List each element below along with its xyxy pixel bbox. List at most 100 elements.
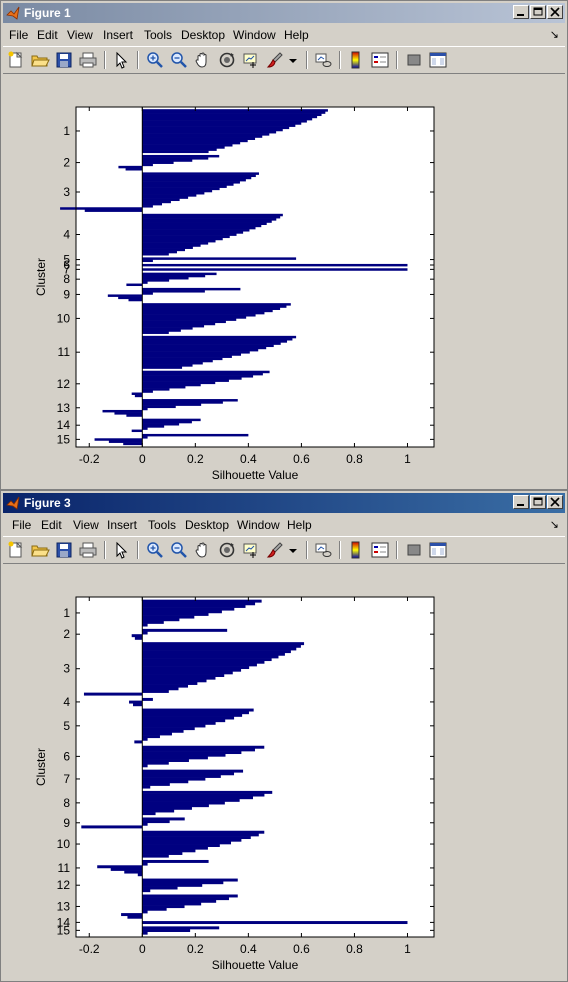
pan-hand-icon[interactable]: [193, 50, 213, 70]
open-file-icon[interactable]: [30, 50, 50, 70]
y-tick-label: 13: [57, 401, 71, 415]
cluster-1-bars: [142, 109, 328, 154]
zoom-out-icon[interactable]: [169, 50, 189, 70]
x-tick-label: 0.2: [187, 452, 204, 466]
silhouette-bar: [142, 862, 148, 866]
minimize-button[interactable]: [513, 495, 529, 509]
new-figure-icon[interactable]: [6, 540, 26, 560]
y-tick-label: 2: [63, 156, 70, 170]
silhouette-bar: [142, 618, 180, 622]
link-plot-icon[interactable]: [313, 540, 333, 560]
zoom-in-icon[interactable]: [145, 540, 165, 560]
menu-view[interactable]: View: [67, 28, 93, 42]
silhouette-bar: [142, 355, 232, 358]
silhouette-bar: [118, 296, 143, 300]
silhouette-bar: [142, 198, 180, 202]
menu-insert[interactable]: Insert: [107, 518, 138, 532]
legend-icon[interactable]: [370, 540, 390, 560]
silhouette-bar: [142, 305, 287, 308]
menu-file[interactable]: File: [9, 28, 29, 42]
silhouette-bar: [83, 692, 143, 696]
brush-icon[interactable]: [265, 50, 285, 70]
silhouette-bar: [142, 359, 213, 363]
y-tick-label: 3: [63, 185, 70, 199]
hide-plot-tools-icon[interactable]: [404, 540, 424, 560]
menu-tools[interactable]: Tools: [148, 518, 177, 532]
cluster-6-bars: [142, 263, 408, 267]
silhouette-bar: [142, 200, 171, 204]
silhouette-bar: [142, 383, 201, 387]
title-bar[interactable]: Figure 1: [3, 3, 565, 23]
edit-plot-arrow-icon[interactable]: [111, 540, 131, 560]
maximize-button[interactable]: [530, 495, 546, 509]
silhouette-bar: [142, 921, 408, 925]
silhouette-bar: [97, 865, 143, 869]
cluster-9-bars: [107, 287, 241, 302]
silhouette-bar: [142, 607, 235, 611]
maximize-button[interactable]: [530, 5, 546, 19]
menu-view[interactable]: View: [73, 518, 99, 532]
silhouette-bar: [142, 785, 151, 789]
y-tick-label: 6: [63, 258, 70, 272]
show-plot-tools-icon[interactable]: [428, 50, 448, 70]
zoom-in-icon[interactable]: [145, 50, 165, 70]
dock-arrow-icon[interactable]: ↘: [549, 29, 559, 41]
legend-icon[interactable]: [370, 50, 390, 70]
menu-help[interactable]: Help: [284, 28, 309, 42]
save-icon[interactable]: [54, 50, 74, 70]
rotate-3d-icon[interactable]: [217, 540, 237, 560]
silhouette-bar: [142, 146, 225, 149]
silhouette-bar: [142, 902, 202, 906]
data-cursor-icon[interactable]: [241, 540, 261, 560]
edit-plot-arrow-icon[interactable]: [111, 50, 131, 70]
silhouette-bar: [142, 854, 169, 858]
print-icon[interactable]: [78, 540, 98, 560]
menu-insert[interactable]: Insert: [103, 28, 134, 42]
silhouette-bar: [142, 838, 242, 842]
minimize-button[interactable]: [513, 5, 529, 19]
dock-arrow-icon[interactable]: ↘: [549, 519, 559, 531]
new-figure-icon[interactable]: [6, 50, 26, 70]
silhouette-bar: [142, 647, 297, 651]
menu-desktop[interactable]: Desktop: [185, 518, 230, 532]
x-tick-label: 0: [139, 452, 146, 466]
menu-desktop[interactable]: Desktop: [181, 28, 226, 42]
menu-tools[interactable]: Tools: [144, 28, 173, 42]
title-bar[interactable]: Figure 3: [3, 493, 565, 513]
close-button[interactable]: [547, 495, 563, 509]
brush-dropdown-icon[interactable]: [283, 540, 303, 560]
print-icon[interactable]: [78, 50, 98, 70]
silhouette-bar: [142, 120, 307, 123]
rotate-3d-icon[interactable]: [217, 50, 237, 70]
brush-icon[interactable]: [265, 540, 285, 560]
y-tick-label: 8: [63, 272, 70, 286]
menu-help[interactable]: Help: [287, 518, 312, 532]
link-plot-icon[interactable]: [313, 50, 333, 70]
menu-bar: File Edit View Insert Tools Desktop Wind…: [3, 25, 565, 45]
zoom-out-icon[interactable]: [169, 540, 189, 560]
y-tick-label: 5: [63, 253, 70, 267]
data-cursor-icon[interactable]: [241, 50, 261, 70]
show-plot-tools-icon[interactable]: [428, 540, 448, 560]
matlab-logo-icon: [6, 496, 20, 510]
cluster-6-bars: [142, 745, 265, 768]
colorbar-icon[interactable]: [346, 540, 366, 560]
brush-dropdown-icon[interactable]: [283, 50, 303, 70]
silhouette-bar: [142, 353, 242, 356]
menu-file[interactable]: File: [12, 518, 32, 532]
pan-hand-icon[interactable]: [193, 540, 213, 560]
save-icon[interactable]: [54, 540, 74, 560]
silhouette-bar: [142, 716, 235, 720]
hide-plot-tools-icon[interactable]: [404, 50, 424, 70]
menu-edit[interactable]: Edit: [41, 518, 62, 532]
menu-edit[interactable]: Edit: [37, 28, 58, 42]
menu-window[interactable]: Window: [237, 518, 280, 532]
figure-window-1: Figure 1 File Edit View Insert Tools Des…: [0, 0, 568, 490]
open-file-icon[interactable]: [30, 540, 50, 560]
menu-window[interactable]: Window: [233, 28, 276, 42]
close-button[interactable]: [547, 5, 563, 19]
silhouette-bar: [142, 894, 238, 898]
colorbar-icon[interactable]: [346, 50, 366, 70]
